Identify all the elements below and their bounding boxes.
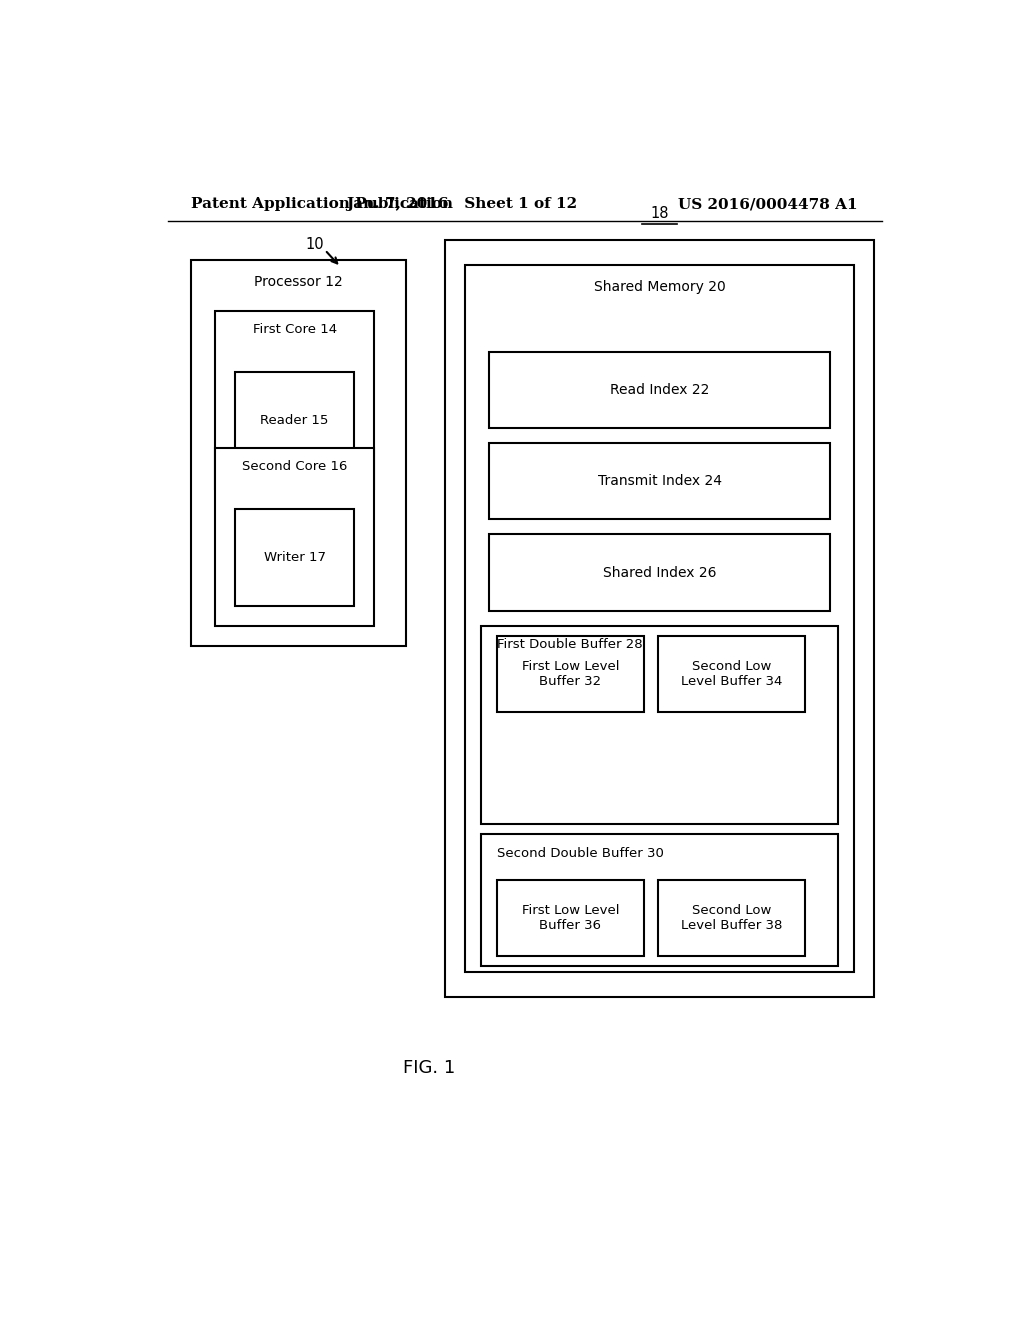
- Bar: [481, 626, 839, 824]
- Text: Shared Memory 20: Shared Memory 20: [594, 280, 726, 294]
- Bar: [191, 260, 406, 647]
- Text: Second Low
Level Buffer 34: Second Low Level Buffer 34: [681, 660, 782, 688]
- Bar: [481, 834, 839, 966]
- Text: Processor 12: Processor 12: [254, 276, 343, 289]
- Bar: [236, 372, 354, 469]
- Text: First Low Level
Buffer 36: First Low Level Buffer 36: [521, 904, 620, 932]
- Text: Jan. 7, 2016   Sheet 1 of 12: Jan. 7, 2016 Sheet 1 of 12: [346, 197, 577, 211]
- Bar: [658, 636, 805, 713]
- Bar: [497, 636, 644, 713]
- Bar: [215, 312, 374, 488]
- Bar: [236, 510, 354, 606]
- Text: Writer 17: Writer 17: [263, 550, 326, 564]
- Bar: [489, 444, 830, 519]
- Bar: [489, 351, 830, 428]
- Text: Second Low
Level Buffer 38: Second Low Level Buffer 38: [681, 904, 782, 932]
- Bar: [465, 265, 854, 972]
- Bar: [215, 447, 374, 626]
- Bar: [445, 240, 874, 997]
- Text: Second Core 16: Second Core 16: [242, 461, 347, 474]
- Text: Second Double Buffer 30: Second Double Buffer 30: [497, 846, 664, 859]
- Text: 18: 18: [650, 206, 669, 222]
- Text: Reader 15: Reader 15: [260, 413, 329, 426]
- Text: First Core 14: First Core 14: [253, 323, 337, 337]
- Text: FIG. 1: FIG. 1: [403, 1059, 456, 1077]
- Text: First Low Level
Buffer 32: First Low Level Buffer 32: [521, 660, 620, 688]
- Text: US 2016/0004478 A1: US 2016/0004478 A1: [679, 197, 858, 211]
- Bar: [497, 880, 644, 956]
- Text: Patent Application Publication: Patent Application Publication: [191, 197, 454, 211]
- Text: Read Index 22: Read Index 22: [610, 383, 710, 396]
- Text: Transmit Index 24: Transmit Index 24: [598, 474, 722, 488]
- Bar: [489, 535, 830, 611]
- Text: First Double Buffer 28: First Double Buffer 28: [497, 638, 643, 651]
- Bar: [658, 880, 805, 956]
- Text: 10: 10: [305, 238, 324, 252]
- Text: Shared Index 26: Shared Index 26: [603, 565, 717, 579]
